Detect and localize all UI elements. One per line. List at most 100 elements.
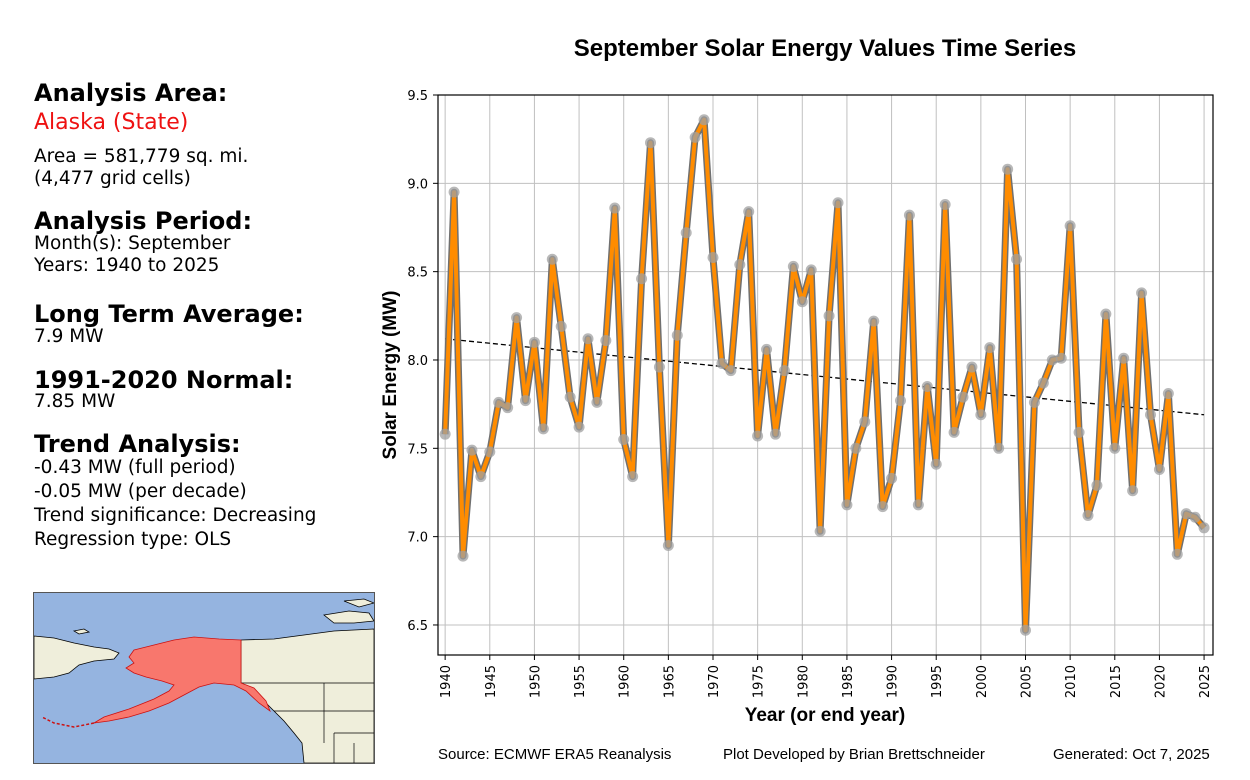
plot-frame <box>437 94 1214 656</box>
x-tick-label: 2025 <box>1198 665 1213 698</box>
x-tick-label: 1950 <box>528 665 543 698</box>
x-tick-label: 1980 <box>796 665 811 698</box>
data-point <box>770 428 781 440</box>
months: Month(s): September <box>34 233 231 254</box>
data-point <box>734 259 746 271</box>
regression-type: Regression type: OLS <box>34 529 232 550</box>
data-point <box>984 342 996 354</box>
y-tick-label: 8.5 <box>407 266 428 281</box>
data-point <box>778 365 790 377</box>
data-point <box>546 253 558 265</box>
x-tick-label: 2015 <box>1109 665 1124 698</box>
y-tick-label: 9.0 <box>407 177 428 192</box>
data-point <box>555 320 567 332</box>
data-point <box>439 428 451 440</box>
data-point <box>850 442 862 454</box>
data-point <box>841 499 853 511</box>
y-axis-label: Solar Energy (MW) <box>380 291 401 460</box>
y-tick-label: 9.5 <box>407 89 428 104</box>
analysis-period-heading: Analysis Period: <box>34 207 253 235</box>
grid-cells: (4,477 grid cells) <box>34 168 191 189</box>
map-land-arctic-islands <box>323 598 374 624</box>
data-point <box>966 361 978 373</box>
y-tick-label: 8.0 <box>407 354 428 369</box>
lta-value: 7.9 MW <box>34 326 104 347</box>
footer-source: Source: ECMWF ERA5 Reanalysis <box>438 746 672 763</box>
data-point <box>600 335 612 347</box>
data-point <box>627 471 639 483</box>
x-tick-label: 1975 <box>752 665 767 698</box>
data-point <box>725 365 737 377</box>
x-tick-label: 1985 <box>841 665 856 698</box>
data-point <box>1037 377 1049 389</box>
series-line-outline <box>441 116 1207 634</box>
x-tick-label: 1955 <box>573 665 588 698</box>
y-tick-label: 7.0 <box>407 531 428 546</box>
x-tick-label: 1945 <box>484 665 499 698</box>
x-tick-label: 1965 <box>662 665 677 698</box>
data-point <box>662 539 674 551</box>
data-point <box>484 446 496 458</box>
data-point <box>948 426 960 438</box>
data-point <box>466 444 478 456</box>
data-point <box>975 409 987 421</box>
data-point <box>1109 442 1121 454</box>
lta-heading: Long Term Average: <box>34 300 304 328</box>
y-tick-label: 6.5 <box>407 619 428 634</box>
data-point <box>886 472 898 484</box>
trend-decade: -0.05 MW (per decade) <box>34 481 247 502</box>
map-aleutians <box>41 716 95 728</box>
data-point <box>448 186 460 198</box>
x-tick-label: 1940 <box>439 665 454 698</box>
y-tick-label: 7.5 <box>407 442 428 457</box>
data-point <box>752 430 764 442</box>
x-tick-label: 1990 <box>886 665 901 698</box>
data-point <box>1073 426 1085 438</box>
data-point <box>1145 409 1156 421</box>
data-point <box>868 315 880 327</box>
data-point <box>1180 508 1192 520</box>
data-point <box>457 550 469 562</box>
data-point <box>939 199 951 211</box>
x-tick-label: 1970 <box>707 665 722 698</box>
chart-title: September Solar Energy Values Time Serie… <box>574 35 1076 62</box>
data-point <box>832 197 844 209</box>
data-point <box>957 391 969 403</box>
series-layer <box>439 114 1210 636</box>
data-point <box>582 333 594 345</box>
data-point <box>823 310 835 322</box>
data-point <box>653 361 665 373</box>
data-point <box>511 312 523 324</box>
data-point <box>993 442 1005 454</box>
data-point <box>921 380 933 392</box>
footer-developer: Plot Developed by Brian Brettschneider <box>723 746 985 763</box>
data-point <box>1171 548 1183 560</box>
data-point <box>1028 396 1040 408</box>
x-tick-label: 2020 <box>1153 665 1168 698</box>
area-name: Alaska (State) <box>34 110 189 135</box>
data-point <box>1162 388 1174 400</box>
x-tick-label: 2010 <box>1064 665 1079 698</box>
data-point <box>1198 522 1210 534</box>
x-tick-label: 2005 <box>1020 665 1035 698</box>
data-point <box>618 433 630 445</box>
years: Years: 1940 to 2025 <box>34 255 220 276</box>
x-tick-label: 1960 <box>618 665 633 698</box>
data-point <box>743 206 755 218</box>
data-point <box>564 391 576 403</box>
normal-value: 7.85 MW <box>34 391 116 412</box>
data-point <box>1020 624 1031 636</box>
x-tick-label: 2000 <box>975 665 990 698</box>
data-point <box>1189 511 1201 523</box>
data-point <box>1153 464 1165 476</box>
data-point <box>877 501 889 513</box>
data-point <box>1127 485 1139 497</box>
data-point <box>520 395 531 407</box>
data-point <box>859 416 871 428</box>
data-point <box>1082 509 1094 521</box>
trend-significance: Trend significance: Decreasing <box>34 505 317 526</box>
normal-heading: 1991-2020 Normal: <box>34 366 294 394</box>
data-point <box>1055 352 1067 364</box>
x-axis-label: Year (or end year) <box>745 705 906 726</box>
